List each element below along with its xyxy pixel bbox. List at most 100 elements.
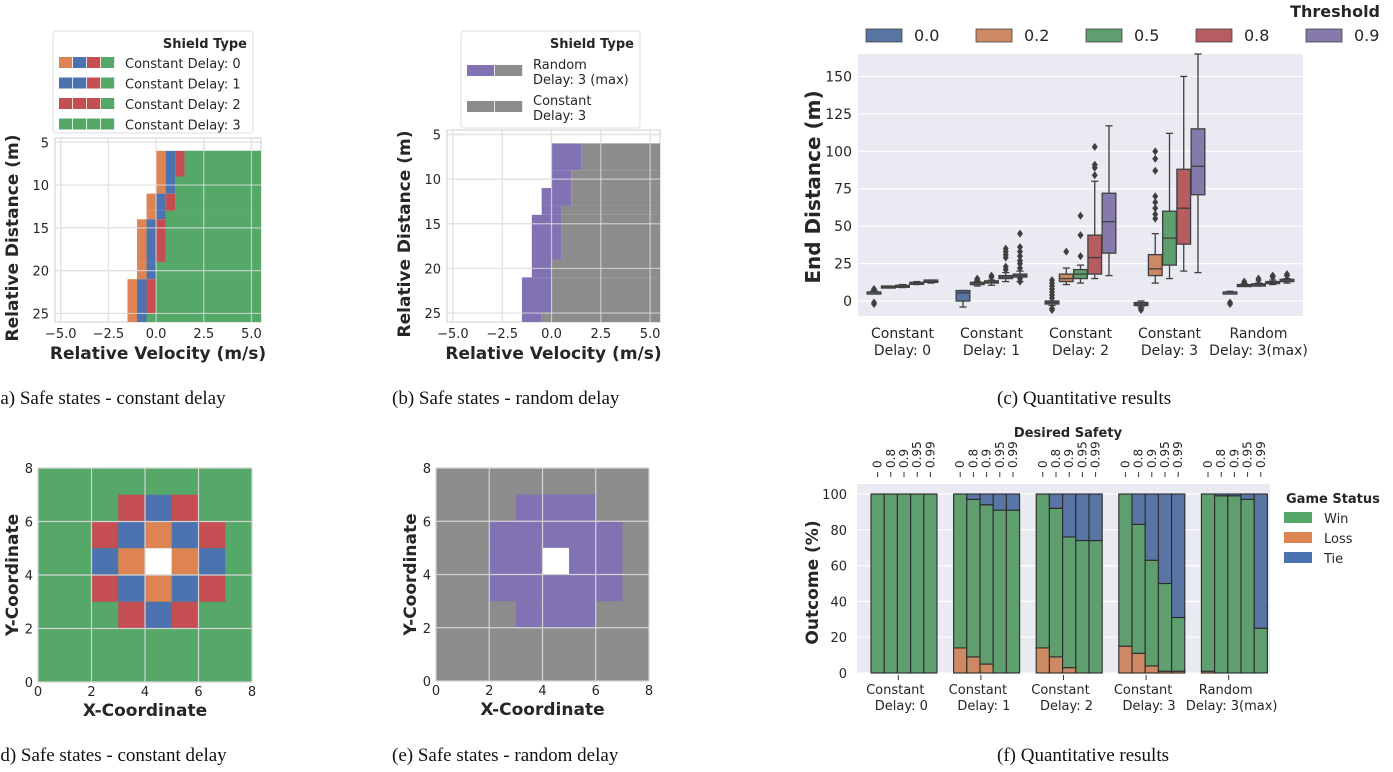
y-tick-label: 20 xyxy=(32,265,49,280)
subcategory-label: 0.95 xyxy=(993,441,1007,468)
legend-swatch-green xyxy=(101,98,115,109)
bar-loss xyxy=(1035,647,1050,674)
x-tick-label: Delay: 1 xyxy=(963,343,1020,359)
bar-win xyxy=(1131,523,1146,654)
legend-swatch xyxy=(1305,28,1343,43)
outlier-point xyxy=(871,285,878,294)
cell-blue xyxy=(145,601,172,629)
y-tick-label: 25 xyxy=(834,257,852,273)
legend-label: Constant Delay: 0 xyxy=(125,57,241,72)
legend-swatch-green xyxy=(101,118,115,130)
bar-win xyxy=(1227,495,1242,674)
bar-win xyxy=(883,493,898,674)
outlier-point xyxy=(1138,306,1145,315)
bar-tie xyxy=(1253,493,1268,629)
x-tick-label: 0 xyxy=(432,684,440,699)
x-tick-label: Constant xyxy=(1031,683,1089,698)
bar-win xyxy=(1157,582,1173,672)
y-tick-label: 20 xyxy=(830,631,847,646)
legend-swatch-tie xyxy=(1284,552,1312,563)
bar-loss xyxy=(1131,652,1146,674)
cell-purple xyxy=(515,494,543,522)
cell-blue xyxy=(171,521,199,549)
y-axis-label: Y-Coordinate xyxy=(3,514,23,637)
legend-title: Shield Type xyxy=(163,37,247,52)
bar-loss xyxy=(1118,645,1133,674)
subcategory-label: 0 xyxy=(1201,460,1215,468)
y-axis-label: Y-Coordinate xyxy=(401,513,421,636)
outlier-point xyxy=(1283,270,1290,279)
y-tick-label: 100 xyxy=(822,488,847,503)
box-0.0 xyxy=(955,289,971,302)
bar-win xyxy=(1005,509,1021,674)
x-tick-label: 4 xyxy=(141,685,149,700)
x-tick-label: 8 xyxy=(248,685,256,700)
legend-swatch-orange xyxy=(59,57,73,68)
x-tick-label: 2 xyxy=(87,685,95,700)
cell-blue xyxy=(171,575,199,602)
subcategory-label: 0.8 xyxy=(966,449,980,468)
safe-cell-green xyxy=(165,210,261,220)
y-tick-label: 20 xyxy=(424,262,441,277)
legend-label: Constant xyxy=(533,94,591,109)
bar-loss xyxy=(1144,665,1159,674)
subcategory-label: 0.9 xyxy=(980,449,994,468)
cell-blue xyxy=(145,494,172,522)
legend-swatch-green xyxy=(59,118,73,130)
safe-cell-blue xyxy=(165,150,176,177)
cell-blue xyxy=(118,575,145,602)
legend-label: Constant Delay: 3 xyxy=(125,119,241,134)
bar-tie xyxy=(979,493,994,506)
y-tick-label: 5 xyxy=(433,128,441,143)
bar-win xyxy=(1214,495,1229,674)
y-tick-label: 10 xyxy=(424,173,441,188)
legend-swatch-red xyxy=(87,77,101,89)
safe-cell-blue xyxy=(137,313,147,322)
x-tick-label: −5.0 xyxy=(437,327,469,342)
cell-purple xyxy=(515,574,543,602)
x-tick-label: 2.5 xyxy=(590,327,611,342)
cell-orange xyxy=(118,548,145,575)
x-tick-label: 2 xyxy=(485,684,493,699)
x-tick-label: Delay: 0 xyxy=(874,343,931,359)
x-axis-label: X-Coordinate xyxy=(83,701,207,721)
outlier-point xyxy=(1002,262,1009,271)
outlier-point xyxy=(1091,142,1098,151)
y-tick-label: 15 xyxy=(32,222,49,237)
safe-cell-red xyxy=(146,279,157,314)
outlier-point xyxy=(1152,166,1159,175)
cell-red xyxy=(91,521,119,549)
chart-title: Desired Safety xyxy=(1014,426,1123,441)
legend-swatch-gray xyxy=(495,65,523,76)
safe-cell-red xyxy=(165,193,176,211)
x-tick-label: 4 xyxy=(538,684,546,699)
bar-tie xyxy=(966,493,981,500)
box-0.8 xyxy=(1176,168,1192,245)
safe-cell-blue xyxy=(156,193,166,211)
subcategory-label: 0.8 xyxy=(1049,449,1063,468)
bar-loss xyxy=(1048,656,1064,674)
bar-win xyxy=(966,498,981,658)
outlier-point xyxy=(1077,252,1084,261)
y-tick-label: 100 xyxy=(825,144,852,160)
bar-win xyxy=(870,493,885,674)
legend-swatch-gray xyxy=(467,101,495,112)
bar-tie xyxy=(1005,493,1021,511)
x-tick-label: 0.0 xyxy=(541,327,562,342)
safe-cell-green xyxy=(184,150,261,177)
safe-cell-purple xyxy=(521,277,552,314)
y-axis-label: Relative Distance (m) xyxy=(3,135,23,342)
x-tick-label: 5.0 xyxy=(241,327,262,342)
outlier-point xyxy=(1016,264,1023,273)
bar-win xyxy=(1075,539,1090,674)
bar-win xyxy=(910,493,925,674)
cell-white xyxy=(145,548,172,575)
safe-cell-blue xyxy=(137,279,147,314)
x-axis-label: Relative Velocity (m/s) xyxy=(445,344,661,364)
x-tick-label: Delay: 3 xyxy=(1141,343,1198,359)
subcategory-label: 0.9 xyxy=(897,449,911,468)
x-tick-label: −2.5 xyxy=(486,327,518,342)
